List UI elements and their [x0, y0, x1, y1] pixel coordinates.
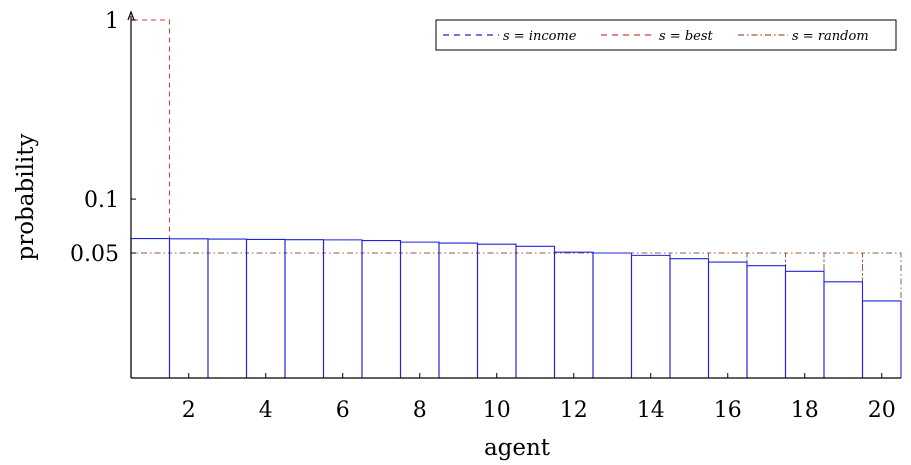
x-tick-label-8: 8 [413, 398, 427, 423]
bar-sincome-18 [784, 270, 825, 378]
bar-srandom-20 [862, 252, 902, 378]
x-tick-label-18: 18 [791, 398, 819, 423]
legend-label-income: s = income [503, 29, 577, 44]
x-tick-label-4: 4 [259, 398, 273, 423]
bar-sincome-4 [245, 238, 286, 378]
bar-srandom-6 [323, 252, 363, 378]
bar-srandom-7 [361, 252, 401, 378]
bar-sincome-15 [669, 258, 710, 378]
bar-srandom-9 [438, 252, 478, 378]
x-tick-label-2: 2 [182, 398, 196, 423]
bar-srandom-11 [515, 252, 555, 378]
bar-srandom-15 [669, 252, 709, 378]
bar-sincome-20 [861, 300, 902, 378]
y-axis-arrow [127, 10, 135, 21]
bar-sincome-5 [284, 239, 325, 378]
x-tick-label-20: 20 [868, 398, 896, 423]
x-tick-label-10: 10 [483, 398, 511, 423]
y-tick-label-0.1: 0.1 [84, 188, 119, 213]
x-tick-label-14: 14 [637, 398, 665, 423]
bar-srandom-4 [246, 252, 286, 378]
series-best [130, 19, 170, 378]
bar-sincome-7 [361, 239, 402, 378]
bar-srandom-12 [554, 252, 594, 378]
legend-label-random: s = random [792, 29, 869, 44]
bar-srandom-1 [130, 252, 170, 378]
bar-srandom-10 [477, 252, 517, 378]
bar-sincome-16 [707, 261, 748, 378]
x-tick-label-16: 16 [714, 398, 742, 423]
bar-srandom-3 [207, 252, 247, 378]
bar-sincome-13 [592, 252, 633, 378]
bar-srandom-14 [631, 252, 671, 378]
y-tick-label-0.05: 0.05 [70, 242, 119, 267]
bar-sincome-19 [823, 281, 864, 378]
bar-sincome-1 [130, 238, 171, 378]
bar-srandom-8 [400, 252, 440, 378]
bar-srandom-16 [708, 252, 748, 378]
bar-sincome-10 [476, 243, 517, 378]
bar-srandom-19 [823, 252, 863, 378]
legend: s = income s = best s = random [435, 19, 897, 51]
legend-box [435, 19, 897, 51]
bar-srandom-2 [169, 252, 209, 378]
legend-label-best: s = best [659, 29, 714, 44]
bar-sbest-1 [130, 19, 170, 378]
bar-srandom-5 [284, 252, 324, 378]
bar-sincome-3 [207, 238, 248, 378]
bar-sincome-14 [630, 254, 671, 378]
y-axis-title: probability [13, 133, 39, 260]
y-tick-label-1: 1 [105, 9, 119, 34]
x-ticks: 2 4 6 8 10 12 14 16 18 20 [182, 373, 896, 423]
bar-sincome-11 [515, 245, 556, 378]
bar-srandom-13 [592, 252, 632, 378]
axes [127, 10, 901, 379]
bar-sincome-9 [438, 242, 479, 378]
bar-srandom-17 [746, 252, 786, 378]
y-ticks: 0.05 0.1 1 [70, 9, 136, 267]
bar-sincome-8 [399, 241, 440, 378]
x-tick-label-12: 12 [560, 398, 588, 423]
x-axis-title: agent [484, 435, 551, 461]
bar-sincome-2 [168, 238, 209, 378]
bar-sincome-6 [322, 239, 363, 378]
bar-sincome-17 [746, 265, 787, 378]
bar-sincome-12 [553, 251, 594, 378]
x-tick-label-6: 6 [336, 398, 350, 423]
series-income [130, 238, 902, 378]
